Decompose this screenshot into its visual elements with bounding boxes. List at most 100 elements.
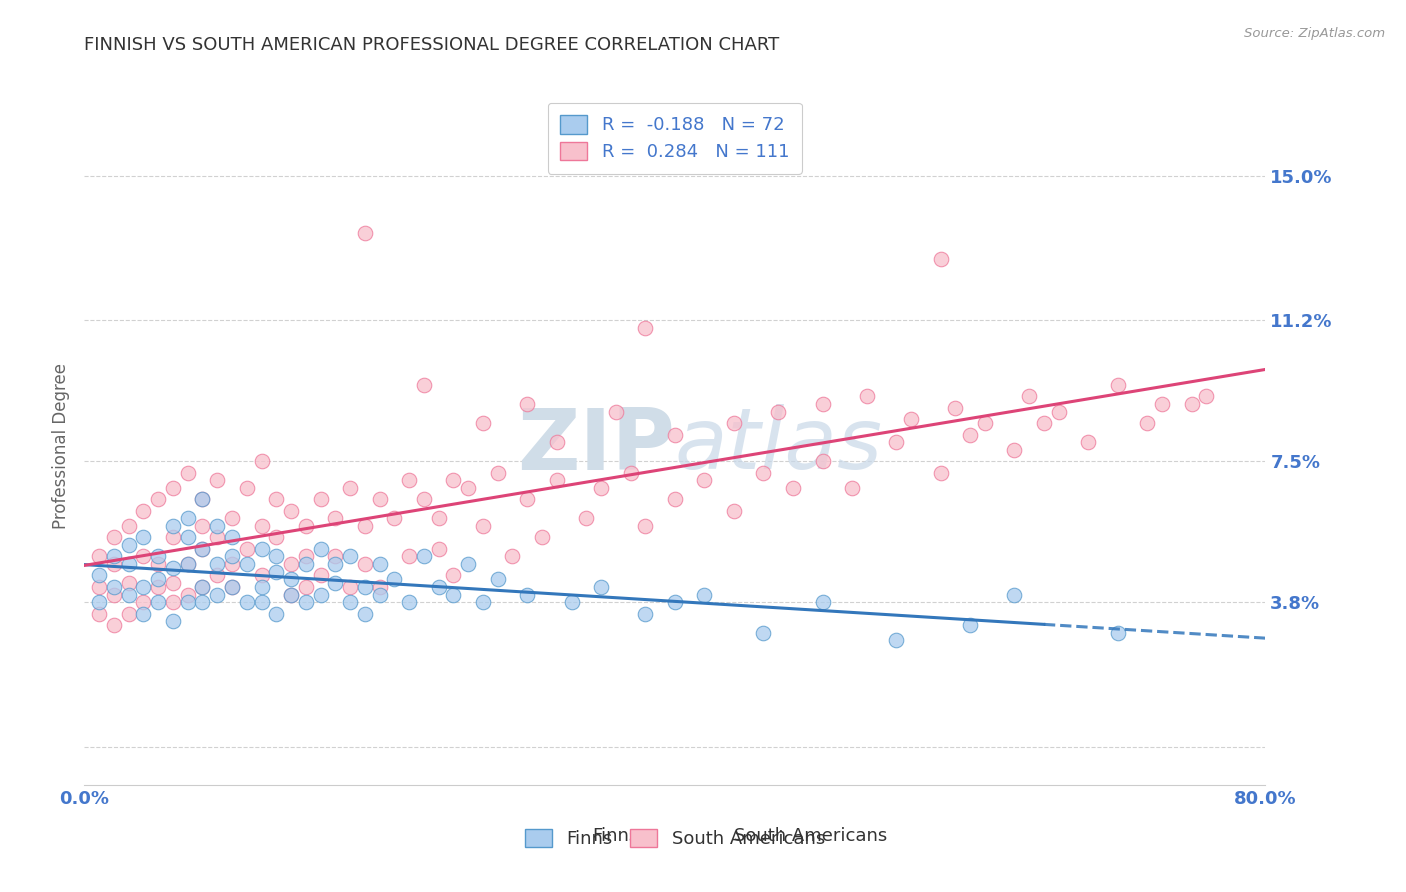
Point	[325, 549, 347, 564]
Point	[87, 580, 111, 594]
Point	[132, 530, 155, 544]
Point	[1107, 378, 1129, 392]
Point	[309, 588, 332, 602]
Text: FINNISH VS SOUTH AMERICAN PROFESSIONAL DEGREE CORRELATION CHART: FINNISH VS SOUTH AMERICAN PROFESSIONAL D…	[84, 36, 779, 54]
Point	[280, 572, 302, 586]
Point	[546, 473, 568, 487]
Point	[339, 549, 361, 564]
Y-axis label: Professional Degree: Professional Degree	[52, 363, 70, 529]
Point	[207, 557, 229, 571]
Point	[177, 557, 200, 571]
Point	[250, 541, 273, 556]
Point	[162, 481, 184, 495]
Point	[516, 397, 538, 411]
Point	[354, 557, 377, 571]
Point	[309, 492, 332, 507]
Point	[295, 580, 318, 594]
Point	[398, 595, 420, 609]
Point	[1195, 389, 1218, 403]
Point	[221, 511, 243, 525]
Point	[1004, 588, 1026, 602]
Point	[221, 530, 243, 544]
Point	[250, 568, 273, 582]
Point	[177, 557, 200, 571]
Point	[841, 481, 863, 495]
Point	[575, 511, 598, 525]
Point	[207, 530, 229, 544]
Point	[221, 549, 243, 564]
Point	[664, 595, 686, 609]
Point	[191, 580, 214, 594]
Point	[132, 595, 155, 609]
Point	[118, 607, 141, 621]
Point	[768, 405, 790, 419]
Point	[250, 454, 273, 468]
Point	[280, 588, 302, 602]
Point	[87, 607, 111, 621]
Point	[811, 454, 834, 468]
Point	[1077, 435, 1099, 450]
Point	[634, 519, 657, 533]
Point	[118, 588, 141, 602]
Point	[693, 588, 716, 602]
Point	[443, 473, 465, 487]
Point	[266, 530, 288, 544]
Point	[295, 557, 318, 571]
Point	[177, 588, 200, 602]
Point	[929, 466, 952, 480]
Point	[959, 427, 981, 442]
Text: Source: ZipAtlas.com: Source: ZipAtlas.com	[1244, 27, 1385, 40]
Point	[250, 595, 273, 609]
Point	[427, 511, 450, 525]
Point	[427, 541, 450, 556]
Point	[266, 492, 288, 507]
Point	[162, 614, 184, 628]
Point	[236, 541, 259, 556]
Point	[516, 588, 538, 602]
Point	[886, 435, 908, 450]
Point	[1150, 397, 1173, 411]
Point	[132, 504, 155, 518]
Point	[723, 504, 745, 518]
Point	[634, 607, 657, 621]
Point	[250, 519, 273, 533]
Point	[1018, 389, 1040, 403]
Point	[148, 492, 170, 507]
Point	[531, 530, 554, 544]
Point	[266, 549, 288, 564]
Point	[191, 492, 214, 507]
Point	[266, 565, 288, 579]
Point	[103, 549, 125, 564]
Point	[472, 416, 495, 430]
Point	[177, 466, 200, 480]
Point	[148, 595, 170, 609]
Point	[280, 504, 302, 518]
Point	[103, 618, 125, 632]
Point	[516, 492, 538, 507]
Point	[1181, 397, 1204, 411]
Point	[103, 530, 125, 544]
Point	[413, 378, 436, 392]
Point	[443, 568, 465, 582]
Point	[368, 557, 391, 571]
Point	[162, 595, 184, 609]
Point	[1004, 442, 1026, 457]
Point	[620, 466, 643, 480]
Point	[118, 538, 141, 552]
Point	[382, 572, 406, 586]
Point	[945, 401, 967, 415]
Point	[191, 541, 214, 556]
Point	[295, 549, 318, 564]
Point	[339, 481, 361, 495]
Point	[472, 595, 495, 609]
Point	[900, 412, 922, 426]
Point	[664, 427, 686, 442]
Point	[472, 519, 495, 533]
Point	[191, 519, 214, 533]
Point	[148, 580, 170, 594]
Point	[236, 595, 259, 609]
Point	[413, 492, 436, 507]
Point	[177, 595, 200, 609]
Point	[132, 607, 155, 621]
Point	[148, 549, 170, 564]
